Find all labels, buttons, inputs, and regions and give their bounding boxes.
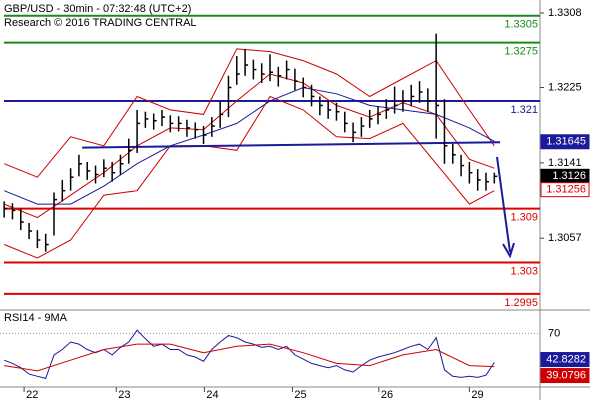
rsi-line <box>4 329 495 379</box>
rsi-title: RSI14 - 9MA <box>4 312 68 324</box>
level-label: 1.3275 <box>504 46 538 58</box>
marker-box-label: 1.31645 <box>546 136 586 148</box>
forecast-arrow <box>496 156 515 259</box>
rsi-value-box-label: 39.0796 <box>546 369 586 381</box>
overlay-line <box>4 48 495 178</box>
x-tick-label: 23 <box>118 389 130 400</box>
level-label: 1.309 <box>510 212 538 224</box>
y-tick-label: 1.3225 <box>548 81 582 93</box>
marker-box <box>540 182 590 198</box>
trendline <box>82 141 501 149</box>
chart-title: GBP/USD - 30min - 07:32:48 (UTC+2) <box>4 3 191 15</box>
x-tick-label: 26 <box>381 389 393 400</box>
rsi-value-box <box>540 352 590 368</box>
last-price-box-label: 1.3126 <box>552 170 586 182</box>
y-tick-label: 1.3141 <box>548 157 582 169</box>
y-tick-label: 1.3057 <box>548 232 582 244</box>
marker-box-label: 1.31256 <box>546 184 586 196</box>
rsi-tick-label: 70 <box>548 327 560 339</box>
x-tick-label: 22 <box>26 389 38 400</box>
chart-subtitle: Research © 2016 TRADING CENTRAL <box>4 17 197 29</box>
y-tick-label: 1.3308 <box>548 7 582 19</box>
x-tick-label: 29 <box>471 389 483 400</box>
rsi-value-box <box>540 368 590 384</box>
marker-box <box>540 134 590 150</box>
rsi-value-box-label: 42.8282 <box>546 353 586 365</box>
level-label: 1.2995 <box>504 297 538 309</box>
overlay-line <box>4 73 495 219</box>
overlay-line <box>4 86 495 205</box>
level-label: 1.321 <box>510 104 538 116</box>
level-label: 1.303 <box>510 265 538 277</box>
x-tick-label: 24 <box>206 389 218 400</box>
rsi-line <box>4 343 495 372</box>
level-label: 1.3305 <box>504 19 538 31</box>
x-tick-label: 25 <box>294 389 306 400</box>
